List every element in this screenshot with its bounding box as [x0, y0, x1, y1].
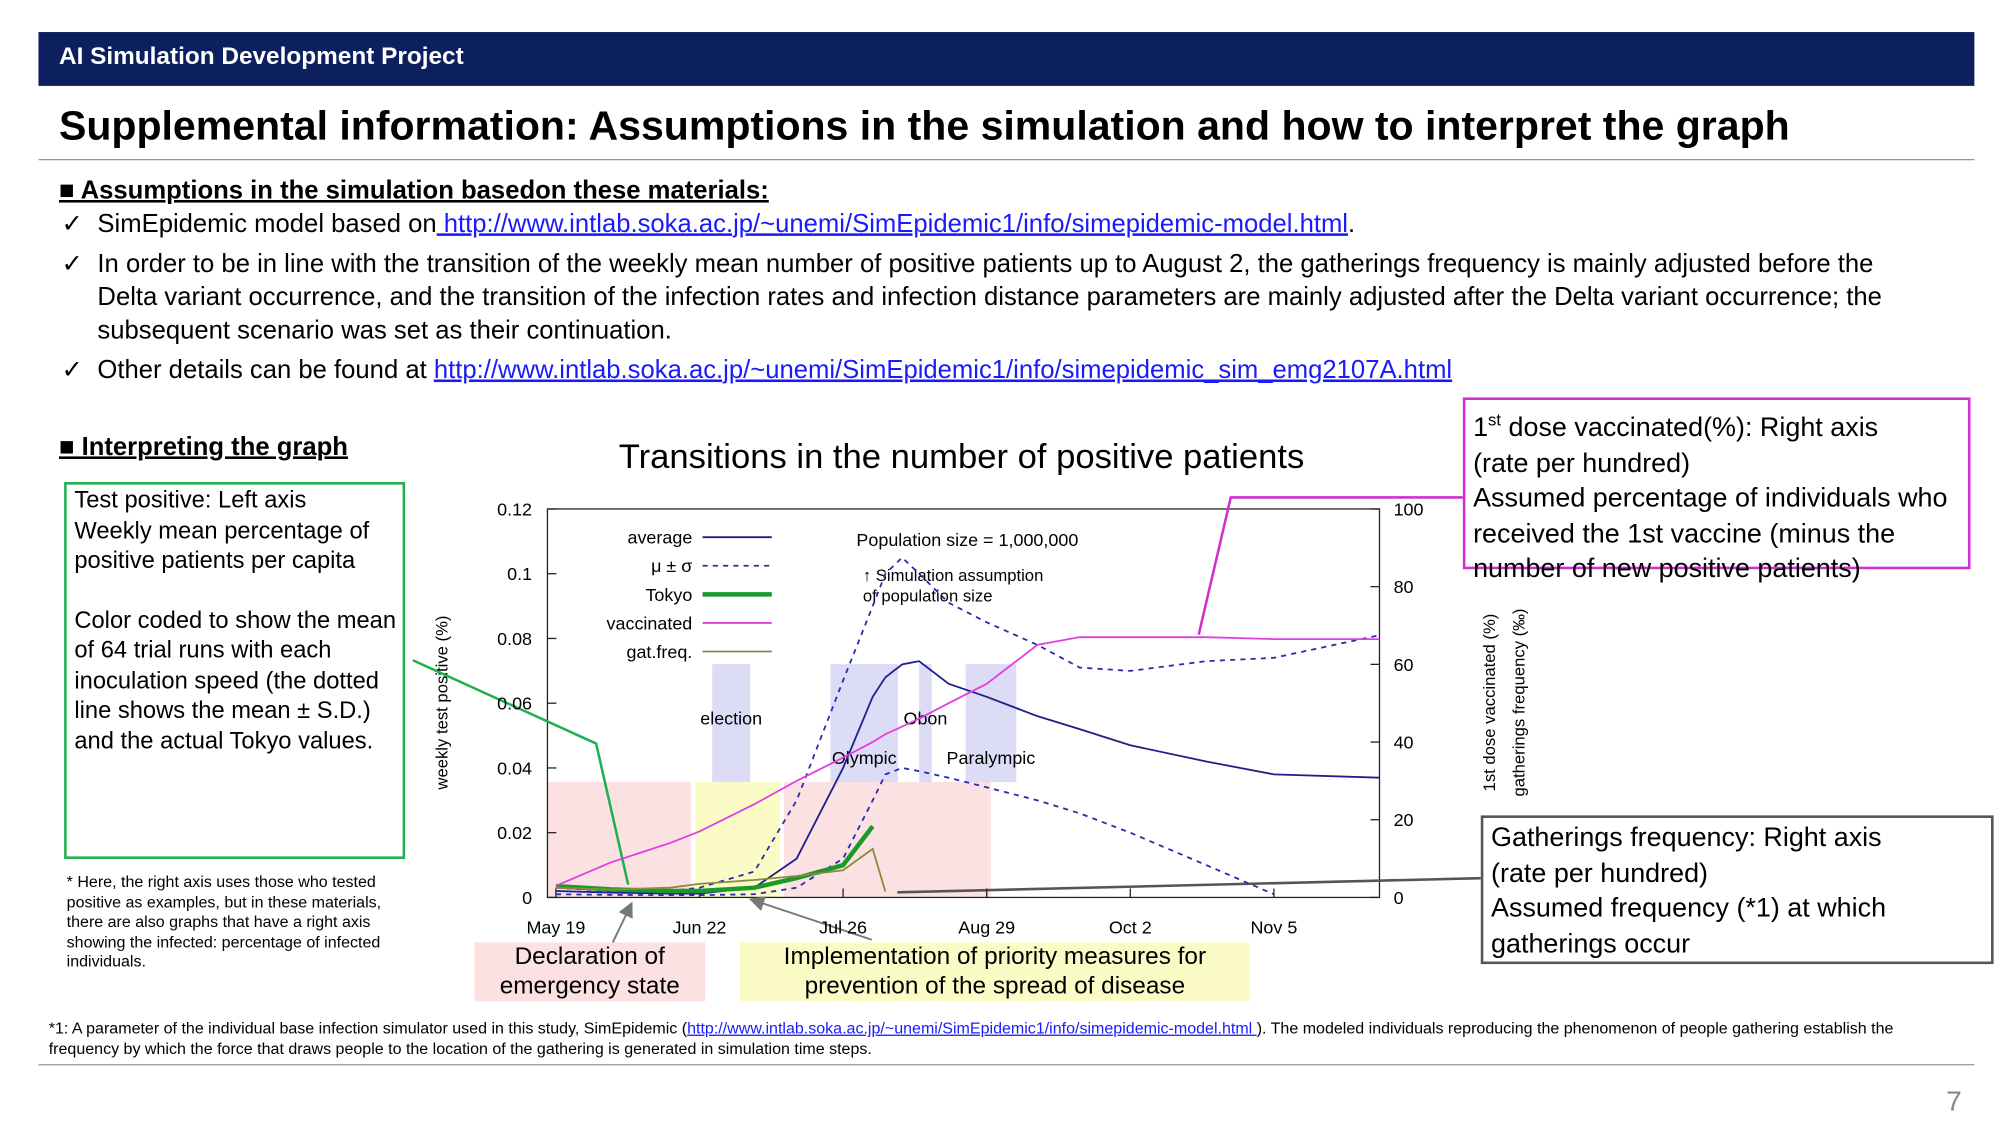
period-label: Olympic — [832, 748, 897, 768]
priority-label: Implementation of priority measures for … — [739, 942, 1250, 1002]
callout-text: Gatherings frequency: Right axis — [1491, 823, 1882, 853]
period — [830, 664, 898, 783]
x-tick-label: Oct 2 — [1109, 917, 1152, 937]
item-text: SimEpidemic model based on — [97, 210, 437, 239]
period — [965, 664, 1017, 783]
y-tick-label: 0.02 — [497, 823, 532, 843]
series-line — [555, 847, 887, 892]
item-text: . — [1348, 210, 1356, 239]
y-tick-label: 0.1 — [507, 564, 532, 584]
item-text: Other details can be found at — [97, 356, 434, 385]
annotation: of population size — [863, 586, 993, 605]
link[interactable]: http://www.intlab.soka.ac.jp/~unemi/SimE… — [433, 356, 1453, 385]
arrow — [748, 896, 873, 941]
y-axis-label: weekly test positive (%) — [432, 616, 451, 791]
callout-text: Test positive: Left axis — [74, 485, 307, 513]
footer-rule — [38, 1064, 1975, 1066]
test-positive-callout: Test positive: Left axis Weekly mean per… — [64, 482, 406, 859]
callout-text: Assumed frequency (*1) at which gatherin… — [1491, 893, 1887, 959]
y2-axis-label: 1st dose vaccinated (%) — [1480, 614, 1499, 792]
series-line — [555, 767, 1275, 897]
period — [712, 664, 751, 783]
series-line — [555, 660, 1380, 895]
footnote-text: *1: A parameter of the individual base i… — [48, 1019, 688, 1038]
page-number: 7 — [1946, 1084, 1962, 1117]
arrow — [611, 901, 633, 943]
period-label: Obon — [904, 708, 948, 728]
gatherings-callout: Gatherings frequency: Right axis (rate p… — [1480, 815, 1994, 965]
section-heading: ■ Assumptions in the simulation basedon … — [58, 176, 769, 206]
emergency-label: Declaration of emergency state — [474, 942, 706, 1002]
footnote: *1: A parameter of the individual base i… — [49, 1019, 1959, 1059]
header-bar — [38, 32, 1975, 86]
legend-label: gat.freq. — [626, 642, 692, 662]
series-line — [555, 824, 875, 894]
check: ✓ — [61, 210, 84, 239]
bullet-item: ✓ In order to be in line with the transit… — [59, 247, 1905, 347]
section-heading: ■ Interpreting the graph — [58, 433, 348, 462]
x-tick-label: Nov 5 — [1250, 917, 1297, 937]
callout-text: Weekly mean percentage of positive patie… — [74, 516, 370, 574]
band — [783, 782, 991, 898]
legend-label: average — [627, 528, 692, 548]
period — [919, 664, 932, 783]
x-tick-label: May 19 — [526, 917, 585, 937]
chart-title: Transitions in the number of positive pa… — [619, 438, 1305, 476]
y-tick-label: 0.04 — [497, 758, 532, 778]
legend-label: Tokyo — [645, 585, 692, 605]
bullet-item: ✓ Other details can be found at http://ww… — [59, 354, 1905, 387]
item-text: In order to be in line with the transiti… — [97, 249, 1882, 345]
link[interactable]: http://www.intlab.soka.ac.jp/~unemi/SimE… — [687, 1019, 1257, 1038]
title-rule — [38, 158, 1975, 161]
x-tick-label: Jul 26 — [819, 917, 867, 937]
y2-tick-label: 100 — [1394, 499, 1424, 519]
y2-tick-label: 60 — [1394, 655, 1414, 675]
band — [695, 782, 780, 898]
callout-text: 1 — [1473, 412, 1489, 443]
y-tick-label: 0.12 — [497, 499, 532, 519]
callout-text: Color coded to show the mean of 64 trial… — [74, 605, 397, 754]
link[interactable]: http://www.intlab.soka.ac.jp/~unemi/SimE… — [436, 210, 1349, 239]
y2-tick-label: 80 — [1394, 577, 1414, 597]
bullet-item: ✓ SimEpidemic model based on http://www.i… — [59, 208, 1905, 241]
annotation: Population size = 1,000,000 — [856, 530, 1078, 550]
series-line — [555, 556, 1380, 892]
connector — [1197, 496, 1463, 635]
period-label: Paralympic — [947, 748, 1036, 768]
callout-text: (rate per hundred) — [1491, 858, 1709, 888]
band — [547, 782, 692, 898]
note: * Here, the right axis uses those who te… — [66, 873, 382, 971]
connector — [897, 876, 1481, 894]
y2-tick-label: 20 — [1394, 810, 1414, 830]
y-tick-label: 0 — [522, 888, 532, 908]
check: ✓ — [61, 249, 84, 279]
series-line — [555, 636, 1380, 887]
y-tick-label: 0.08 — [497, 629, 532, 649]
callout-text: (rate per hundred) — [1473, 448, 1691, 478]
connector — [412, 659, 630, 885]
callout-title: 1st dose vaccinated(%): Right axis — [1473, 403, 1968, 446]
callout-text: dose vaccinated(%): Right axis — [1501, 412, 1879, 443]
header-text: AI Simulation Development Project — [58, 43, 464, 71]
footnote-text: ). The modeled individuals reproducing t… — [48, 1019, 1894, 1058]
period-label: election — [700, 708, 762, 728]
x-tick-label: Jun 22 — [673, 917, 727, 937]
legend-label: vaccinated — [607, 613, 693, 633]
vaccinated-callout: 1st dose vaccinated(%): Right axis (rate… — [1462, 397, 1971, 583]
plot-frame — [546, 508, 1381, 899]
y-tick-label: 0.06 — [497, 694, 532, 714]
x-tick-label: Aug 29 — [958, 917, 1015, 937]
annotation: ↑ Simulation assumption — [863, 566, 1044, 585]
y2-tick-label: 0 — [1394, 888, 1404, 908]
y2-tick-label: 40 — [1394, 732, 1414, 752]
check: ✓ — [61, 356, 84, 385]
y2-axis-label: gatherings frequency (‰) — [1509, 609, 1528, 797]
callout-text: st — [1488, 410, 1502, 430]
legend-label: μ ± σ — [651, 556, 692, 576]
callout-text: Assumed percentage of individuals who re… — [1473, 483, 1948, 584]
slide-title: Supplemental information: Assumptions in… — [58, 102, 1790, 149]
